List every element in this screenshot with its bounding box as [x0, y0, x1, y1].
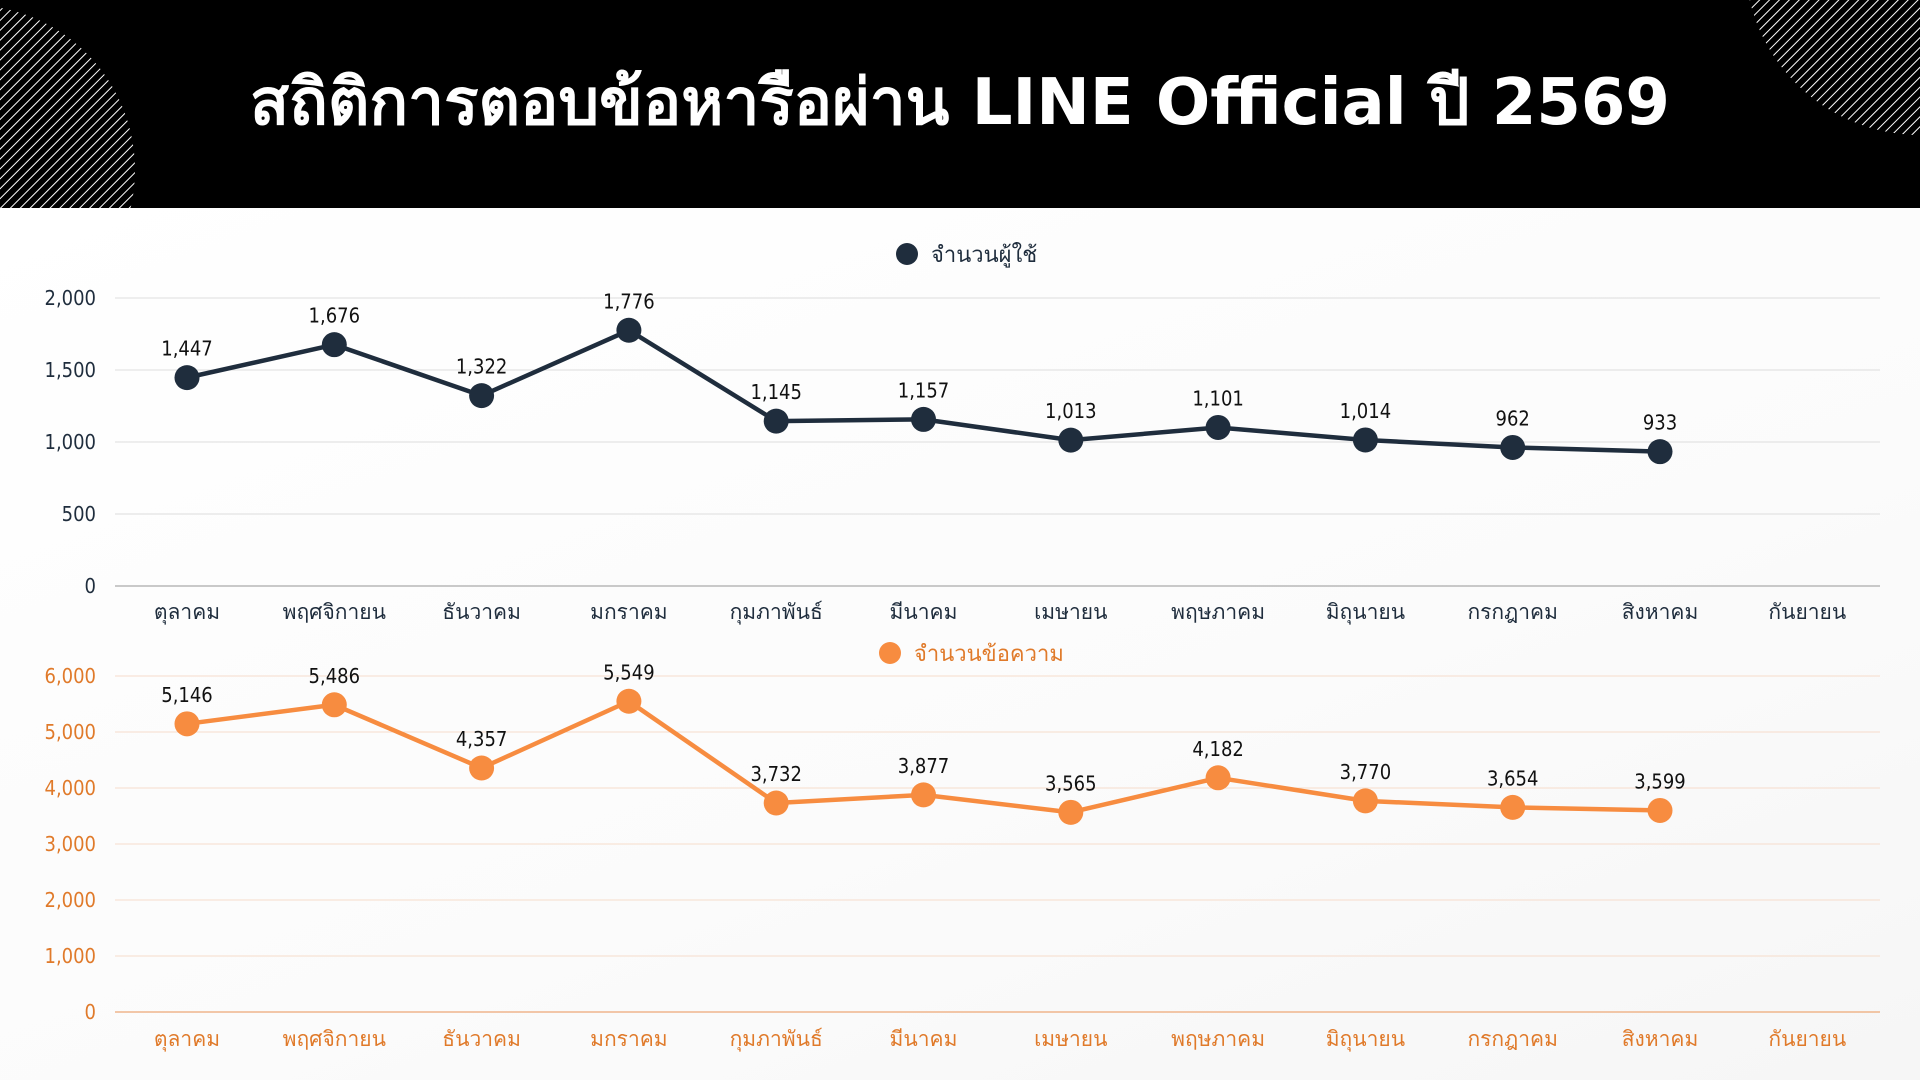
y-tick-label-1: 5,000: [45, 720, 97, 744]
messages-line-chart: จำนวนข้อความ 0 1,000 2,000 3,000 4,000 5,000 6,…: [45, 642, 1880, 1052]
data-point-0: [763, 408, 789, 434]
data-label-1: 4,357: [456, 727, 508, 751]
users-line-chart: จำนวนผู้ใช้ 0 500 1,000 1,500 2,000 ตุลาคม พฤศจ…: [45, 242, 1880, 625]
data-point-1: [174, 711, 200, 737]
x-tick-label-1: ธันวาคม: [442, 1027, 521, 1051]
data-label-1: 3,732: [750, 762, 802, 786]
x-tick-label-1: มิถุนายน: [1326, 1027, 1405, 1052]
data-point-0: [911, 406, 936, 432]
data-label-0: 1,157: [898, 378, 950, 402]
data-point-0: [616, 317, 642, 343]
data-label-0: 1,776: [603, 289, 655, 313]
data-point-1: [1647, 797, 1673, 823]
data-point-1: [469, 755, 495, 781]
legend-marker-0: [896, 243, 918, 265]
legend-marker-1: [879, 642, 901, 664]
x-tick-label-0: กุมภาพันธ์: [730, 600, 823, 625]
y-tick-label-0: 0: [85, 574, 96, 598]
x-tick-label-1: ตุลาคม: [154, 1027, 220, 1052]
charts-area: จำนวนผู้ใช้ 0 500 1,000 1,500 2,000 ตุลาคม พฤศจ…: [0, 208, 1920, 1080]
data-point-0: [1500, 434, 1526, 460]
data-label-1: 4,182: [1192, 737, 1244, 761]
x-tick-label-1: มีนาคม: [890, 1027, 958, 1051]
data-point-0: [1647, 439, 1673, 465]
x-tick-label-0: พฤศจิกายน: [283, 600, 386, 624]
data-point-0: [321, 332, 347, 358]
y-tick-label-1: 2,000: [45, 888, 97, 912]
x-tick-label-0: มิถุนายน: [1326, 600, 1405, 625]
data-point-1: [911, 782, 936, 808]
x-tick-label-0: กันยายน: [1768, 600, 1846, 624]
x-tick-label-0: ตุลาคม: [154, 600, 220, 625]
data-point-0: [174, 365, 200, 391]
y-tick-label-1: 0: [85, 1000, 96, 1024]
data-label-1: 3,770: [1340, 760, 1392, 784]
data-label-1: 3,599: [1634, 769, 1686, 793]
legend-label-1: จำนวนข้อความ: [914, 642, 1064, 667]
data-label-0: 962: [1496, 406, 1530, 430]
x-tick-label-1: สิงหาคม: [1622, 1027, 1699, 1051]
data-label-0: 1,676: [309, 304, 361, 328]
data-label-1: 3,654: [1487, 766, 1539, 790]
data-label-1: 3,877: [898, 754, 950, 778]
data-point-0: [469, 383, 495, 409]
data-label-1: 5,486: [309, 664, 361, 688]
x-tick-label-1: พฤศจิกายน: [283, 1027, 386, 1051]
x-tick-label-0: สิงหาคม: [1622, 600, 1699, 624]
data-point-1: [1205, 765, 1231, 791]
x-tick-label-1: เมษายน: [1034, 1027, 1107, 1051]
x-tick-label-0: พฤษภาคม: [1171, 600, 1265, 624]
data-label-1: 5,146: [161, 683, 213, 707]
data-point-0: [1352, 427, 1378, 453]
data-point-1: [1500, 794, 1526, 820]
data-label-1: 5,549: [603, 660, 655, 684]
data-label-0: 1,322: [456, 355, 508, 379]
y-tick-label-0: 2,000: [45, 286, 97, 310]
x-tick-label-0: เมษายน: [1034, 600, 1107, 624]
data-label-0: 1,145: [750, 380, 802, 404]
data-point-0: [1058, 427, 1084, 453]
data-label-0: 1,101: [1192, 386, 1244, 410]
x-tick-label-1: มกราคม: [590, 1027, 668, 1051]
x-tick-label-1: กรกฎาคม: [1467, 1027, 1558, 1051]
data-label-0: 1,447: [161, 337, 213, 361]
legend-label-0: จำนวนผู้ใช้: [931, 242, 1037, 268]
x-tick-label-0: มีนาคม: [890, 600, 958, 624]
data-point-1: [1058, 799, 1084, 825]
y-tick-label-1: 4,000: [45, 776, 97, 800]
data-label-0: 1,014: [1340, 399, 1392, 423]
y-tick-label-1: 3,000: [45, 832, 97, 856]
data-point-1: [616, 688, 642, 714]
y-tick-label-0: 1,500: [45, 358, 97, 382]
data-point-1: [1352, 788, 1378, 814]
data-label-0: 933: [1643, 411, 1677, 435]
y-tick-label-1: 6,000: [45, 664, 97, 688]
hatch-decoration-right: [1745, 0, 1920, 135]
x-tick-label-1: พฤษภาคม: [1171, 1027, 1265, 1051]
x-tick-label-0: ธันวาคม: [442, 600, 521, 624]
hatch-decoration-left: [0, 5, 135, 208]
data-label-0: 1,013: [1045, 399, 1097, 423]
y-tick-label-0: 500: [62, 502, 96, 526]
x-tick-label-1: กันยายน: [1768, 1027, 1846, 1051]
x-tick-label-0: กรกฎาคม: [1467, 600, 1558, 624]
y-tick-label-1: 1,000: [45, 944, 97, 968]
data-label-1: 3,565: [1045, 771, 1097, 795]
header-banner: สถิติการตอบข้อหารือผ่าน LINE Official ปี…: [0, 0, 1920, 208]
data-point-0: [1205, 414, 1231, 440]
data-point-1: [763, 790, 789, 816]
page-title: สถิติการตอบข้อหารือผ่าน LINE Official ปี…: [250, 66, 1670, 140]
x-tick-label-0: มกราคม: [590, 600, 668, 624]
y-tick-label-0: 1,000: [45, 430, 97, 454]
data-point-1: [321, 692, 347, 718]
x-tick-label-1: กุมภาพันธ์: [730, 1027, 823, 1052]
